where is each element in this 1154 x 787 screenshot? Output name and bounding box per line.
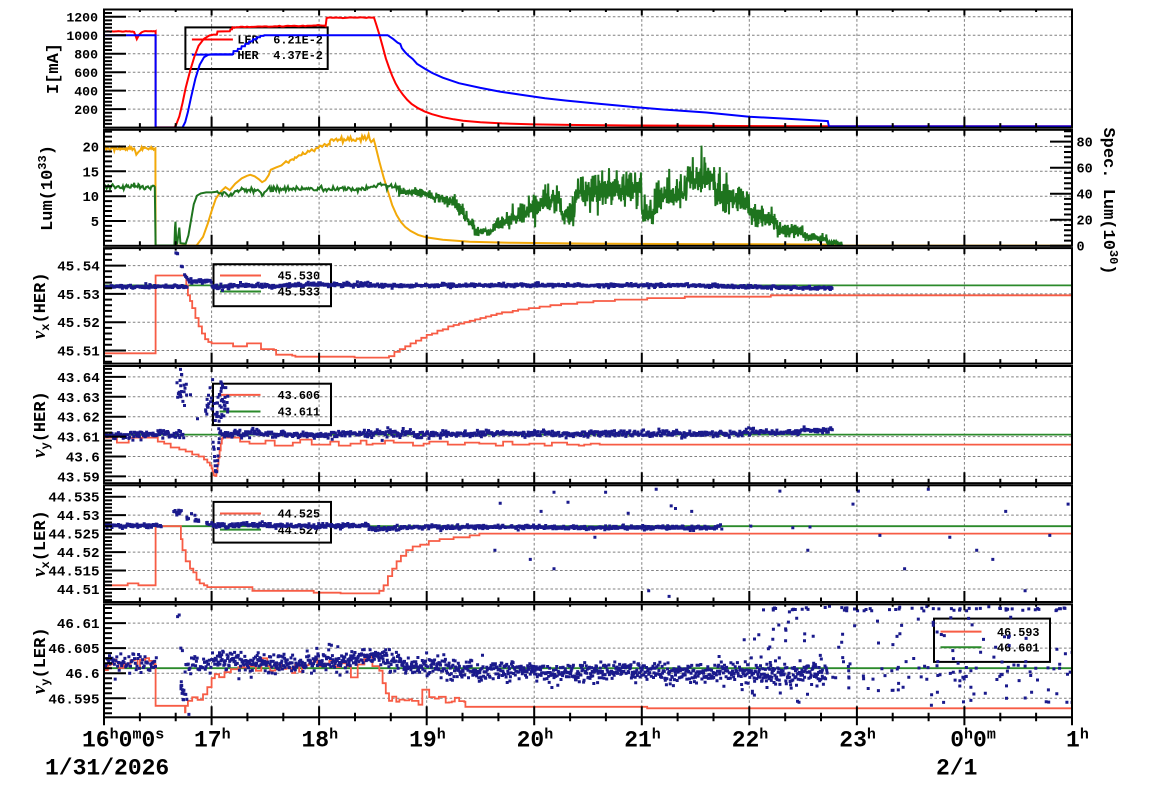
svg-text:43.64: 43.64 — [57, 371, 100, 387]
svg-text:20h: 20h — [517, 727, 554, 754]
svg-text:800: 800 — [74, 48, 98, 63]
svg-text:43.6: 43.6 — [66, 451, 100, 467]
svg-text:νx(LER): νx(LER) — [29, 510, 53, 577]
svg-text:2/1: 2/1 — [936, 755, 977, 781]
svg-text:1h: 1h — [1066, 727, 1089, 754]
svg-text:44.52: 44.52 — [57, 546, 100, 562]
svg-text:10: 10 — [82, 191, 99, 206]
svg-text:19h: 19h — [409, 727, 446, 754]
svg-text:νy(LER): νy(LER) — [29, 627, 53, 694]
svg-text:νy(HER): νy(HER) — [29, 391, 53, 458]
svg-text:0: 0 — [1077, 241, 1085, 256]
svg-text:1200: 1200 — [66, 11, 98, 26]
svg-text:16h0m0s: 16h0m0s — [82, 727, 164, 754]
svg-text:46.601: 46.601 — [997, 642, 1039, 656]
svg-text:43.63: 43.63 — [57, 391, 100, 407]
svg-text:46.595: 46.595 — [48, 692, 99, 708]
svg-text:20: 20 — [82, 142, 99, 157]
svg-text:40: 40 — [1077, 189, 1093, 204]
svg-text:HER: HER — [237, 49, 259, 63]
svg-text:45.52: 45.52 — [57, 316, 100, 332]
svg-text:45.51: 45.51 — [57, 345, 100, 361]
svg-text:44.525: 44.525 — [278, 508, 320, 522]
svg-text:43.59: 43.59 — [57, 470, 100, 486]
svg-text:21h: 21h — [624, 727, 661, 754]
svg-text:44.53: 44.53 — [57, 509, 100, 525]
svg-text:600: 600 — [74, 66, 98, 81]
svg-text:43.611: 43.611 — [278, 406, 320, 420]
svg-text:60: 60 — [1077, 163, 1093, 178]
svg-text:44.515: 44.515 — [48, 565, 99, 581]
svg-text:20: 20 — [1077, 215, 1093, 230]
svg-text:6.21E-2: 6.21E-2 — [273, 34, 323, 48]
svg-text:44.51: 44.51 — [57, 583, 100, 599]
svg-text:400: 400 — [74, 85, 98, 100]
svg-text:νx(HER): νx(HER) — [29, 272, 53, 339]
svg-text:45.54: 45.54 — [57, 260, 100, 276]
svg-text:22h: 22h — [732, 727, 769, 754]
svg-text:44.525: 44.525 — [48, 528, 99, 544]
svg-text:4.37E-2: 4.37E-2 — [273, 49, 323, 63]
svg-text:44.535: 44.535 — [48, 491, 99, 507]
svg-text:1/31/2026: 1/31/2026 — [45, 756, 169, 782]
svg-text:45.533: 45.533 — [278, 286, 320, 300]
svg-text:18h: 18h — [302, 727, 339, 754]
svg-text:1000: 1000 — [66, 29, 98, 44]
svg-text:15: 15 — [82, 166, 99, 181]
svg-text:43.606: 43.606 — [278, 389, 320, 403]
svg-text:46.61: 46.61 — [57, 617, 100, 633]
svg-text:Spec. Lum(1030): Spec. Lum(1030) — [1098, 127, 1120, 274]
svg-text:46.6: 46.6 — [65, 667, 99, 683]
svg-text:5: 5 — [91, 216, 99, 231]
svg-text:46.605: 46.605 — [48, 642, 99, 658]
svg-text:23h: 23h — [839, 727, 876, 754]
svg-text:80: 80 — [1077, 137, 1093, 152]
svg-text:0h0m: 0h0m — [950, 727, 996, 754]
svg-text:45.530: 45.530 — [278, 270, 320, 284]
svg-text:I[mA]: I[mA] — [45, 43, 64, 94]
svg-text:200: 200 — [74, 103, 98, 118]
svg-text:43.62: 43.62 — [57, 411, 100, 427]
svg-text:45.53: 45.53 — [57, 288, 100, 304]
svg-text:17h: 17h — [194, 727, 231, 754]
svg-text:43.61: 43.61 — [57, 431, 100, 447]
